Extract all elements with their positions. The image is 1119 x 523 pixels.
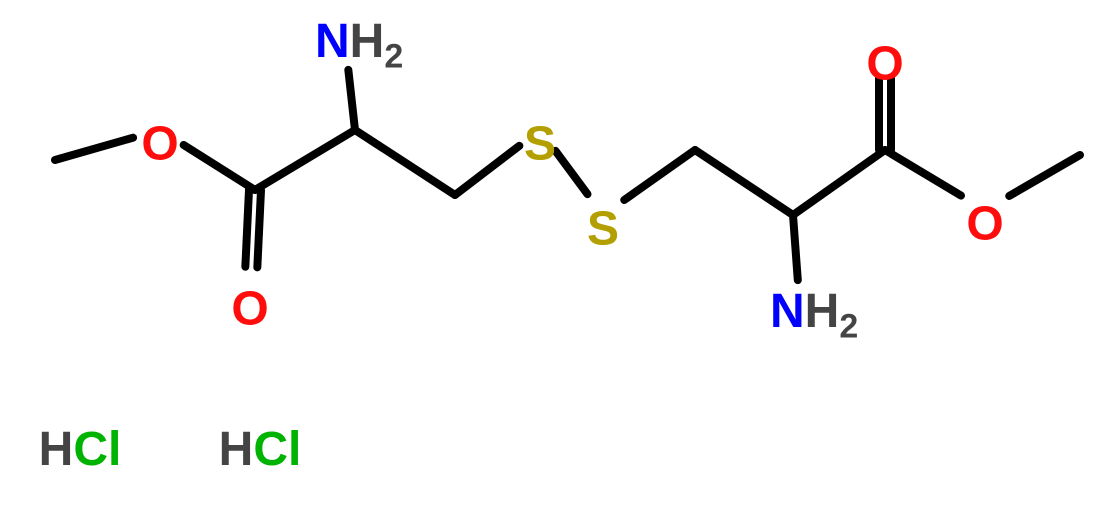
bond (793, 150, 885, 215)
bond (885, 150, 961, 196)
bond (355, 130, 455, 195)
bond (455, 146, 519, 195)
bond (793, 215, 798, 280)
bond (55, 138, 133, 160)
molecule-canvas: O O NH2 SS NH2 O O HCl HCl (0, 0, 1119, 523)
atom-label: O (866, 37, 903, 90)
bond (1009, 155, 1080, 196)
bond (695, 150, 793, 215)
atom-label: S (587, 202, 619, 255)
bond (245, 190, 249, 267)
hcl-label: HCl (219, 423, 302, 476)
bond (624, 150, 695, 200)
atom-label: O (966, 197, 1003, 250)
bond (255, 130, 355, 190)
amine-label: NH2 (315, 15, 403, 76)
atom-label: S (524, 117, 556, 170)
bond (555, 151, 587, 194)
bond (348, 70, 355, 130)
bond (184, 145, 255, 190)
amine-label: NH2 (770, 285, 858, 346)
atom-label: O (141, 117, 178, 170)
atom-label: O (231, 282, 268, 335)
hcl-label: HCl (39, 423, 122, 476)
bond (257, 190, 261, 267)
